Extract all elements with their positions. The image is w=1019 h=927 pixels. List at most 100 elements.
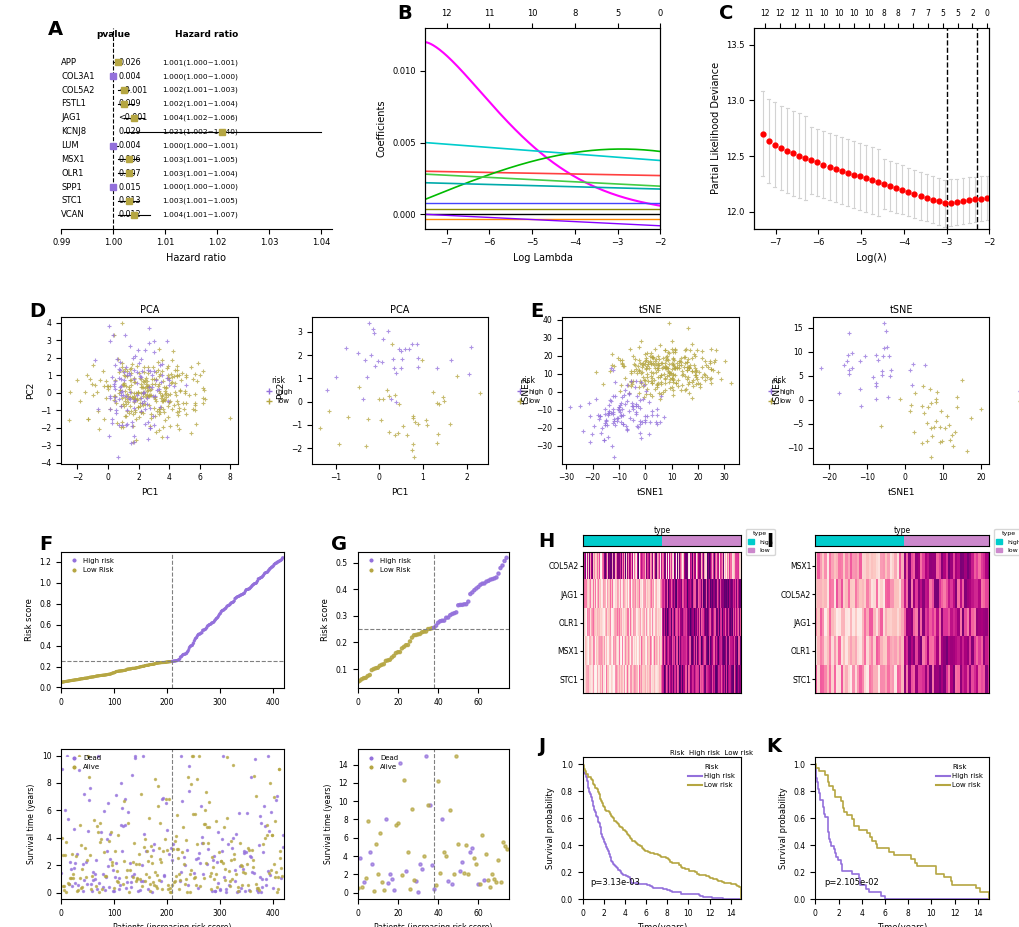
Point <box>140 658 156 673</box>
Point <box>125 835 142 850</box>
Point <box>165 842 181 857</box>
Point <box>161 846 177 861</box>
Point <box>488 875 504 890</box>
Point <box>251 838 267 853</box>
Point <box>643 368 659 383</box>
Point <box>388 395 405 410</box>
Point <box>132 404 149 419</box>
Point <box>476 576 492 590</box>
Point <box>498 551 515 565</box>
Point <box>158 795 174 810</box>
Point <box>146 345 162 360</box>
Point <box>258 828 274 843</box>
Point <box>613 389 630 404</box>
Point <box>219 811 235 826</box>
Low risk <box>822 781 835 792</box>
Point <box>213 853 229 868</box>
Point <box>72 672 89 687</box>
Point <box>879 389 896 404</box>
Point <box>668 360 685 375</box>
Point <box>209 880 225 895</box>
Point <box>130 660 147 675</box>
Point <box>106 883 122 898</box>
Point <box>108 352 124 367</box>
Line: Low risk: Low risk <box>582 764 741 899</box>
Legend: high, low: high, low <box>260 374 296 407</box>
Point <box>112 878 128 893</box>
Point <box>263 560 279 575</box>
Point <box>143 407 159 422</box>
Point <box>112 776 128 791</box>
Point <box>648 402 664 417</box>
Point <box>111 882 127 896</box>
High risk <box>811 783 823 794</box>
High risk <box>816 801 828 812</box>
Point <box>633 375 649 390</box>
Point <box>123 880 140 895</box>
Point <box>462 587 478 602</box>
Point <box>212 854 228 869</box>
Point <box>110 365 126 380</box>
Point <box>679 354 695 369</box>
Point <box>635 389 651 404</box>
Point <box>202 869 218 883</box>
Point <box>679 376 695 391</box>
Point <box>225 852 242 867</box>
Point <box>112 384 128 399</box>
Point <box>265 881 281 895</box>
Point <box>163 366 179 381</box>
Point <box>182 884 199 899</box>
Point <box>430 426 446 441</box>
Point <box>87 353 103 368</box>
Point <box>141 870 157 884</box>
Point <box>121 863 138 878</box>
Point <box>102 401 118 416</box>
Point <box>139 384 155 399</box>
Low risk <box>735 891 747 902</box>
Point <box>135 405 151 420</box>
Point <box>159 371 175 386</box>
Point <box>167 874 183 889</box>
Point <box>647 357 663 372</box>
Point <box>137 401 153 416</box>
Point <box>189 836 205 851</box>
Point <box>226 593 243 608</box>
Point <box>115 376 131 391</box>
Point <box>113 844 129 858</box>
Point <box>256 566 272 581</box>
Point <box>89 668 105 683</box>
Point <box>90 824 106 839</box>
Point <box>82 670 98 685</box>
Point <box>142 421 158 436</box>
Point <box>102 826 118 841</box>
Line: Low risk: Low risk <box>814 764 988 899</box>
Point <box>381 425 397 439</box>
Point <box>378 383 394 398</box>
Point <box>160 410 176 425</box>
Point <box>606 388 623 403</box>
Point <box>196 817 212 832</box>
Point <box>94 867 110 882</box>
Point <box>144 372 160 387</box>
Point <box>168 654 184 668</box>
Point <box>381 866 397 881</box>
Point <box>139 844 155 858</box>
Point <box>267 793 283 807</box>
Point <box>167 869 183 883</box>
Point <box>405 411 421 425</box>
Point <box>139 387 155 402</box>
Point <box>166 375 182 390</box>
Point <box>482 880 498 895</box>
Point <box>619 423 635 438</box>
Point <box>133 396 150 411</box>
Point <box>184 806 201 821</box>
Point <box>73 861 90 876</box>
Point <box>265 790 281 805</box>
Point <box>274 839 290 854</box>
Point <box>918 415 934 430</box>
Point <box>626 379 642 394</box>
Point <box>167 654 183 668</box>
Point <box>127 661 144 676</box>
Text: <0.001: <0.001 <box>118 113 148 122</box>
Point <box>683 364 699 379</box>
